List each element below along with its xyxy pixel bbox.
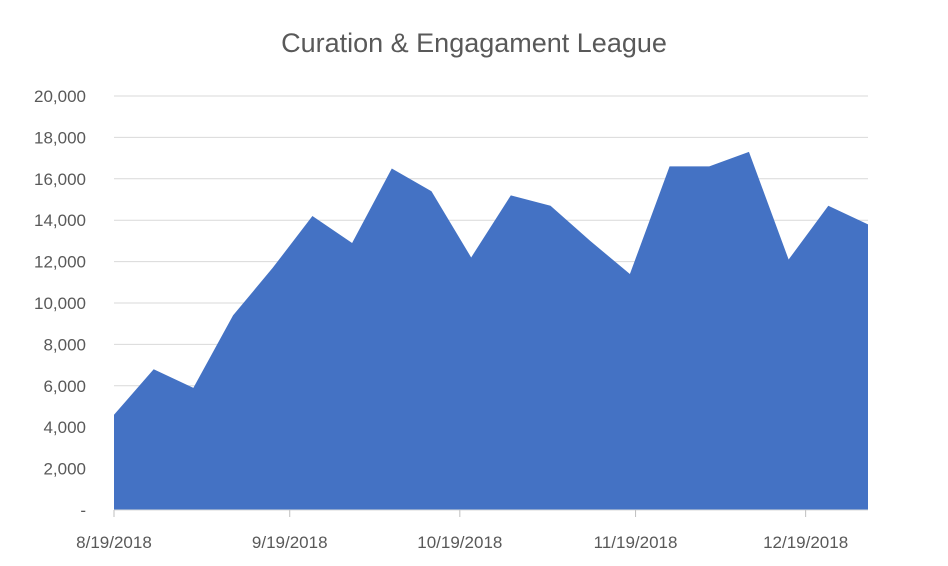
area-series — [114, 151, 868, 510]
x-tick-label: 8/19/2018 — [76, 533, 152, 552]
y-tick-label: 4,000 — [43, 418, 86, 437]
x-tick-label: 12/19/2018 — [763, 533, 848, 552]
y-tick-label: 20,000 — [34, 87, 86, 106]
y-tick-label: 16,000 — [34, 170, 86, 189]
y-tick-label: 18,000 — [34, 128, 86, 147]
x-tick-label: 9/19/2018 — [252, 533, 328, 552]
y-tick-label: 14,000 — [34, 211, 86, 230]
x-tick-label: 11/19/2018 — [594, 533, 678, 552]
y-axis-tick-labels: - 2,000 4,000 6,000 8,000 10,000 12,000 14,000 1… — [34, 87, 86, 520]
x-tick-label: 10/19/2018 — [417, 533, 502, 552]
y-tick-label: 10,000 — [34, 294, 86, 313]
y-tick-label: 8,000 — [43, 335, 86, 354]
y-tick-label: 12,000 — [34, 253, 86, 272]
x-axis — [113, 509, 868, 517]
chart-title: Curation & Engagament League — [281, 28, 667, 58]
y-tick-label: - — [80, 501, 86, 520]
y-tick-label: 6,000 — [43, 377, 86, 396]
area-series-fill — [114, 151, 868, 510]
x-axis-tick-labels: 8/19/2018 9/19/2018 10/19/2018 11/19/2018 12… — [76, 533, 848, 552]
y-tick-label: 2,000 — [43, 460, 86, 479]
